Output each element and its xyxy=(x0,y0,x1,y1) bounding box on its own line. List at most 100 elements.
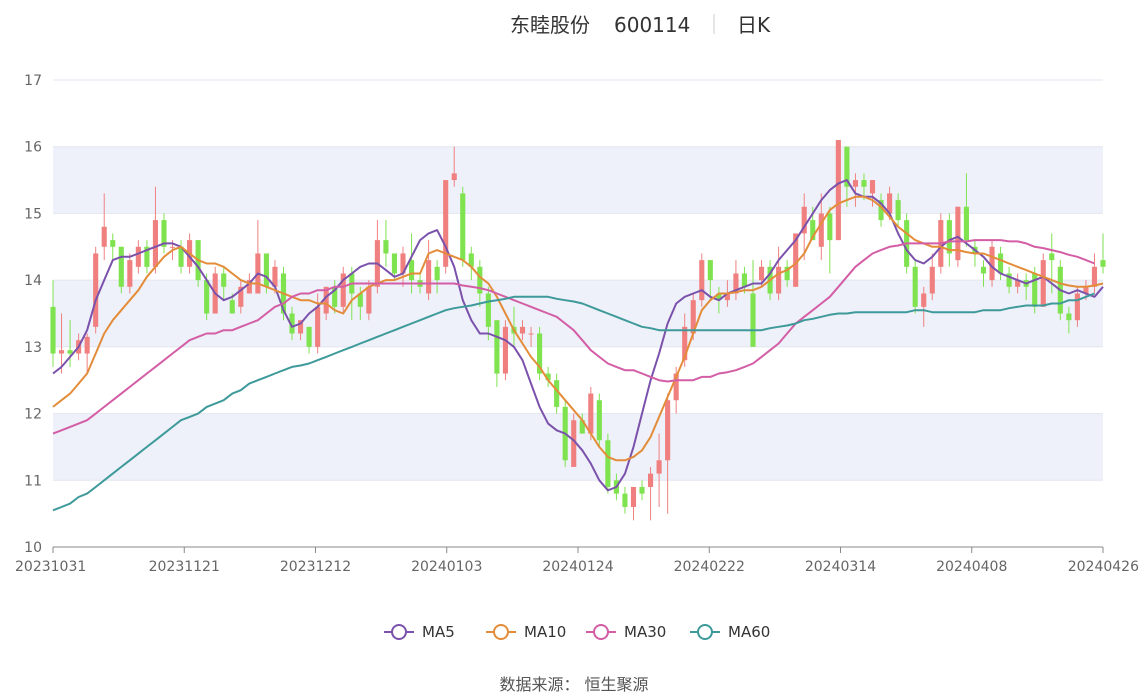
candle xyxy=(118,246,124,294)
candle-body xyxy=(921,293,927,307)
candle-body xyxy=(878,200,884,221)
candle xyxy=(929,253,935,301)
candle-body xyxy=(571,420,577,467)
candle xyxy=(332,280,338,314)
candle-body xyxy=(178,246,184,267)
candle-body xyxy=(998,253,1004,274)
candle-body xyxy=(622,493,628,507)
legend-item-ma5[interactable]: MA5 xyxy=(384,623,455,641)
candle-body xyxy=(844,146,850,187)
candle-body xyxy=(648,473,654,487)
candle-body xyxy=(443,180,449,267)
candle xyxy=(255,220,261,294)
candle-body xyxy=(93,253,99,327)
candle xyxy=(1015,273,1021,294)
candle-body xyxy=(306,326,312,347)
y-tick-label: 11 xyxy=(24,473,42,489)
candle-body xyxy=(238,286,244,307)
candle xyxy=(485,286,491,341)
candle-body xyxy=(408,260,415,281)
candle xyxy=(1040,253,1046,307)
candle xyxy=(622,486,628,514)
candle-body xyxy=(656,460,662,474)
candle-body xyxy=(869,180,876,194)
ma-lines xyxy=(52,179,1104,512)
candle xyxy=(161,213,167,254)
stock-name: 东睦股份 xyxy=(510,13,590,37)
candle xyxy=(238,280,244,314)
y-tick-label: 14 xyxy=(24,273,42,289)
candle-body xyxy=(229,300,235,314)
legend-marker xyxy=(697,624,713,640)
candle-body xyxy=(357,293,363,307)
candle xyxy=(707,260,713,301)
candle xyxy=(1100,233,1106,274)
candle-body xyxy=(519,326,526,334)
ma-line-ma60 xyxy=(52,292,1095,512)
candle-body xyxy=(963,206,969,241)
candle-body xyxy=(545,373,551,381)
candle-body xyxy=(67,350,73,354)
candle-body xyxy=(588,393,594,434)
candle-body xyxy=(1040,260,1046,307)
candle xyxy=(1074,286,1080,327)
x-tick-label: 20240314 xyxy=(805,559,876,575)
candle xyxy=(921,286,927,327)
candle-body xyxy=(707,260,713,281)
candle xyxy=(784,260,790,287)
x-tick-label: 20231212 xyxy=(280,559,351,575)
candle-body xyxy=(460,193,466,261)
candle xyxy=(67,320,73,367)
candle-body xyxy=(554,380,560,407)
candle xyxy=(400,246,406,287)
candle xyxy=(912,260,918,314)
legend-item-ma10[interactable]: MA10 xyxy=(486,623,566,641)
candle-body xyxy=(750,293,756,347)
candle xyxy=(835,140,841,241)
candle-body xyxy=(298,320,304,334)
x-tick-label: 20240222 xyxy=(674,559,745,575)
legend-item-ma30[interactable]: MA30 xyxy=(586,623,666,641)
candle xyxy=(741,266,748,294)
candle-body xyxy=(50,306,56,354)
candle xyxy=(998,246,1004,281)
x-tick-label: 20240103 xyxy=(411,559,482,575)
candle xyxy=(878,193,884,227)
candle xyxy=(980,260,987,287)
candle xyxy=(648,466,654,521)
legend[interactable]: MA5 MA10 MA30 MA60 xyxy=(384,623,770,641)
x-tick-label: 20231121 xyxy=(149,559,220,575)
candle-body xyxy=(537,333,543,374)
candle xyxy=(50,280,56,367)
candle xyxy=(861,173,867,201)
y-tick-label: 13 xyxy=(24,340,42,356)
legend-label: MA10 xyxy=(524,623,566,641)
candle-body xyxy=(528,333,534,335)
candle-body xyxy=(127,260,133,287)
y-tick-label: 15 xyxy=(24,206,42,222)
candle-body xyxy=(682,326,688,361)
candle-body xyxy=(1006,273,1012,287)
candle xyxy=(639,480,645,501)
candle xyxy=(144,240,150,274)
candle-body xyxy=(784,266,790,281)
candle xyxy=(289,306,295,341)
candle-body xyxy=(827,213,833,241)
candle-body xyxy=(161,220,167,247)
candle xyxy=(178,240,184,274)
candle-body xyxy=(1091,266,1098,287)
candle-body xyxy=(246,280,252,294)
x-tick-label: 20240124 xyxy=(542,559,613,575)
x-tick-label: 20240408 xyxy=(936,559,1007,575)
candle-body xyxy=(852,180,858,187)
x-tick-label: 20240426 xyxy=(1068,559,1139,575)
candle xyxy=(306,326,312,354)
legend-item-ma60[interactable]: MA60 xyxy=(690,623,770,641)
candle-body xyxy=(366,286,372,314)
stock-code: 600114 xyxy=(614,13,690,37)
legend-label: MA30 xyxy=(624,623,666,641)
candle-body xyxy=(383,240,389,254)
candle xyxy=(426,240,432,301)
legend-marker xyxy=(493,624,509,640)
candle xyxy=(869,180,876,207)
